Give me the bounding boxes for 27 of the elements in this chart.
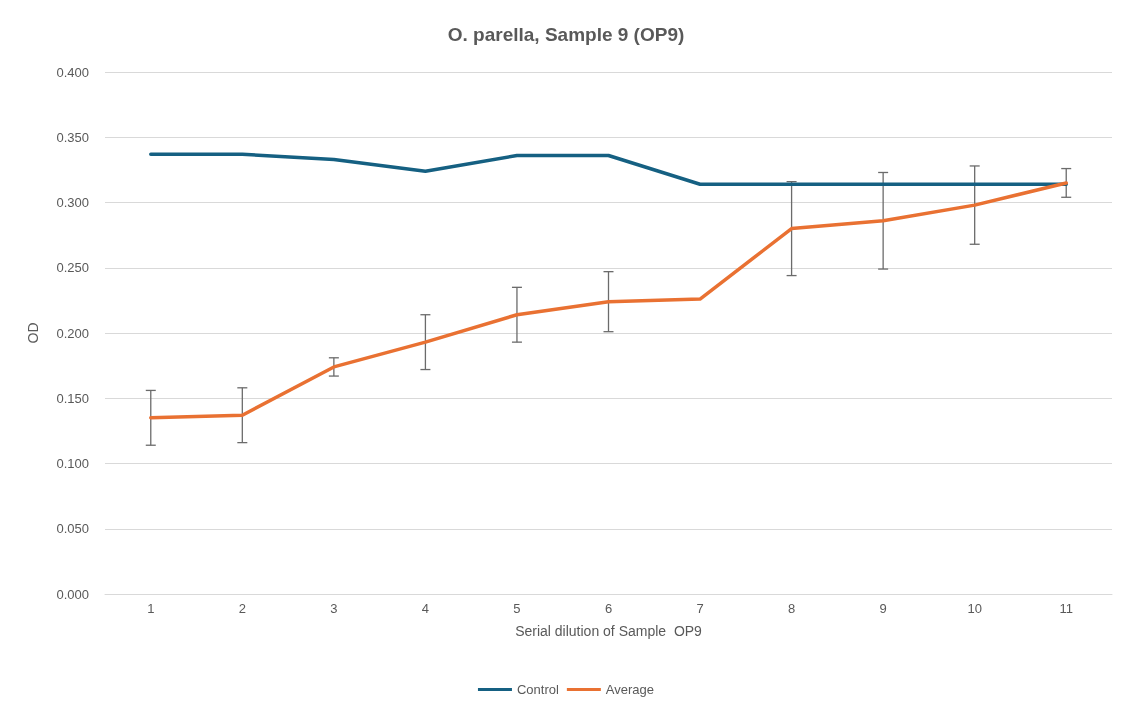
- y-tick-label: 0.100: [56, 456, 89, 471]
- x-tick-label: 10: [967, 601, 982, 616]
- legend-label: Control: [516, 682, 559, 697]
- y-tick-label: 0.300: [56, 195, 89, 210]
- line-series: [149, 181, 1068, 420]
- x-tick-label: 4: [421, 601, 430, 616]
- y-tick-label: 0.350: [56, 129, 89, 145]
- y-tick-label: 0.150: [56, 390, 89, 406]
- y-tick-label: 0.050: [56, 521, 89, 537]
- y-tick-label: 0.200: [56, 325, 89, 341]
- x-tick-label: 1: [147, 601, 155, 616]
- line-series: [149, 152, 1068, 186]
- x-tick-label: 7: [696, 601, 704, 616]
- y-tick-label: 0.250: [56, 260, 89, 276]
- y-tick-label: 0.000: [56, 586, 89, 602]
- x-tick-label: 3: [330, 601, 338, 616]
- x-axis-title: Serial dilution of Sample OP9: [515, 623, 703, 639]
- chart-title: O. parella, Sample 9 (OP9): [447, 24, 685, 45]
- x-tick-label: 2: [238, 601, 246, 616]
- y-axis-title: OD: [25, 322, 41, 344]
- legend-label: Average: [605, 682, 655, 697]
- y-tick-label: 0.400: [56, 64, 89, 80]
- x-tick-label: 9: [879, 601, 887, 616]
- x-tick-label: 6: [604, 601, 613, 616]
- x-tick-label: 11: [1059, 601, 1073, 616]
- x-tick-label: 5: [513, 601, 521, 616]
- x-tick-label: 8: [787, 601, 796, 616]
